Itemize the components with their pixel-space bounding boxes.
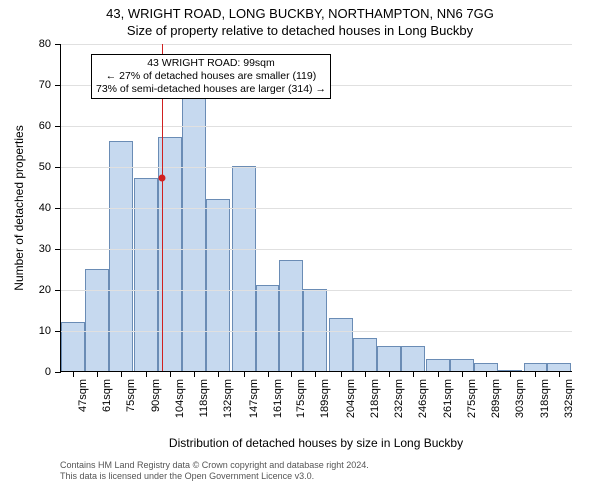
x-tick-label: 161sqm: [272, 379, 284, 418]
x-tick: [438, 371, 439, 377]
x-tick-label: 289sqm: [490, 379, 502, 418]
gridline: [61, 249, 572, 250]
callout-line: 43 WRIGHT ROAD: 99sqm: [96, 57, 326, 70]
x-tick: [559, 371, 560, 377]
y-tick: [55, 126, 61, 127]
x-tick: [218, 371, 219, 377]
y-tick: [55, 290, 61, 291]
x-tick-label: 232sqm: [393, 379, 405, 418]
y-tick-label: 0: [45, 366, 51, 378]
x-tick: [341, 371, 342, 377]
histogram-bar: [232, 166, 256, 371]
x-tick: [121, 371, 122, 377]
footer-attribution: Contains HM Land Registry data © Crown c…: [60, 460, 572, 483]
page-title-1: 43, WRIGHT ROAD, LONG BUCKBY, NORTHAMPTO…: [0, 0, 600, 21]
histogram-bar: [206, 199, 230, 371]
x-tick-label: 318sqm: [539, 379, 551, 418]
y-tick-label: 20: [39, 284, 51, 296]
x-tick: [268, 371, 269, 377]
x-tick-label: 204sqm: [345, 379, 357, 418]
histogram-bar: [109, 141, 133, 371]
histogram-bar: [85, 269, 109, 372]
x-tick-label: 61sqm: [101, 379, 113, 412]
y-tick-label: 10: [39, 325, 51, 337]
gridline: [61, 290, 572, 291]
footer-line-1: Contains HM Land Registry data © Crown c…: [60, 460, 572, 471]
y-tick: [55, 85, 61, 86]
histogram-bar: [329, 318, 353, 371]
y-tick-label: 60: [39, 120, 51, 132]
x-tick-label: 175sqm: [295, 379, 307, 418]
x-tick-label: 261sqm: [442, 379, 454, 418]
y-tick: [55, 249, 61, 250]
x-tick-label: 332sqm: [563, 379, 575, 418]
y-tick: [55, 44, 61, 45]
x-tick-label: 275sqm: [466, 379, 478, 418]
x-tick: [73, 371, 74, 377]
x-axis-label: Distribution of detached houses by size …: [60, 436, 572, 450]
histogram-bar: [474, 363, 498, 371]
gridline: [61, 167, 572, 168]
gridline: [61, 126, 572, 127]
x-tick: [389, 371, 390, 377]
histogram-bar: [401, 346, 425, 371]
x-tick-label: 47sqm: [77, 379, 89, 412]
x-tick: [486, 371, 487, 377]
y-tick-label: 30: [39, 243, 51, 255]
x-tick: [97, 371, 98, 377]
callout-line: 73% of semi-detached houses are larger (…: [96, 83, 326, 96]
x-tick-label: 104sqm: [174, 379, 186, 418]
footer-line-2: This data is licensed under the Open Gov…: [60, 471, 572, 482]
x-tick-label: 132sqm: [222, 379, 234, 418]
x-tick: [194, 371, 195, 377]
y-tick: [55, 372, 61, 373]
x-tick-label: 90sqm: [150, 379, 162, 412]
histogram-bar: [450, 359, 474, 371]
y-tick-label: 50: [39, 161, 51, 173]
x-tick-label: 147sqm: [248, 379, 260, 418]
x-tick: [535, 371, 536, 377]
gridline: [61, 331, 572, 332]
y-tick: [55, 208, 61, 209]
x-tick: [365, 371, 366, 377]
x-tick-label: 303sqm: [514, 379, 526, 418]
y-tick: [55, 167, 61, 168]
y-axis-label: Number of detached properties: [12, 125, 26, 290]
histogram-bar: [524, 363, 548, 371]
x-tick-label: 118sqm: [198, 379, 210, 417]
x-tick: [170, 371, 171, 377]
page-title-2: Size of property relative to detached ho…: [0, 21, 600, 38]
y-tick-label: 80: [39, 38, 51, 50]
callout-box: 43 WRIGHT ROAD: 99sqm← 27% of detached h…: [91, 54, 331, 99]
x-tick: [244, 371, 245, 377]
x-tick: [315, 371, 316, 377]
y-tick: [55, 331, 61, 332]
x-tick: [510, 371, 511, 377]
x-tick: [291, 371, 292, 377]
histogram-bar: [279, 260, 303, 371]
x-tick: [462, 371, 463, 377]
histogram-bar: [353, 338, 377, 371]
x-tick-label: 75sqm: [125, 379, 137, 412]
gridline: [61, 208, 572, 209]
y-tick-label: 70: [39, 79, 51, 91]
x-tick-label: 218sqm: [369, 379, 381, 418]
histogram-plot: 0102030405060708047sqm61sqm75sqm90sqm104…: [60, 44, 572, 372]
histogram-bar: [182, 96, 206, 371]
histogram-bar: [377, 346, 401, 371]
histogram-bar: [61, 322, 85, 371]
gridline: [61, 44, 572, 45]
histogram-bar: [303, 289, 327, 371]
y-tick-label: 40: [39, 202, 51, 214]
x-tick: [413, 371, 414, 377]
x-tick: [146, 371, 147, 377]
x-tick-label: 189sqm: [319, 379, 331, 418]
x-tick-label: 246sqm: [417, 379, 429, 418]
histogram-bar: [426, 359, 450, 371]
histogram-bar: [547, 363, 571, 371]
histogram-bar: [256, 285, 280, 371]
subject-marker-dot: [158, 175, 165, 182]
callout-line: ← 27% of detached houses are smaller (11…: [96, 70, 326, 83]
